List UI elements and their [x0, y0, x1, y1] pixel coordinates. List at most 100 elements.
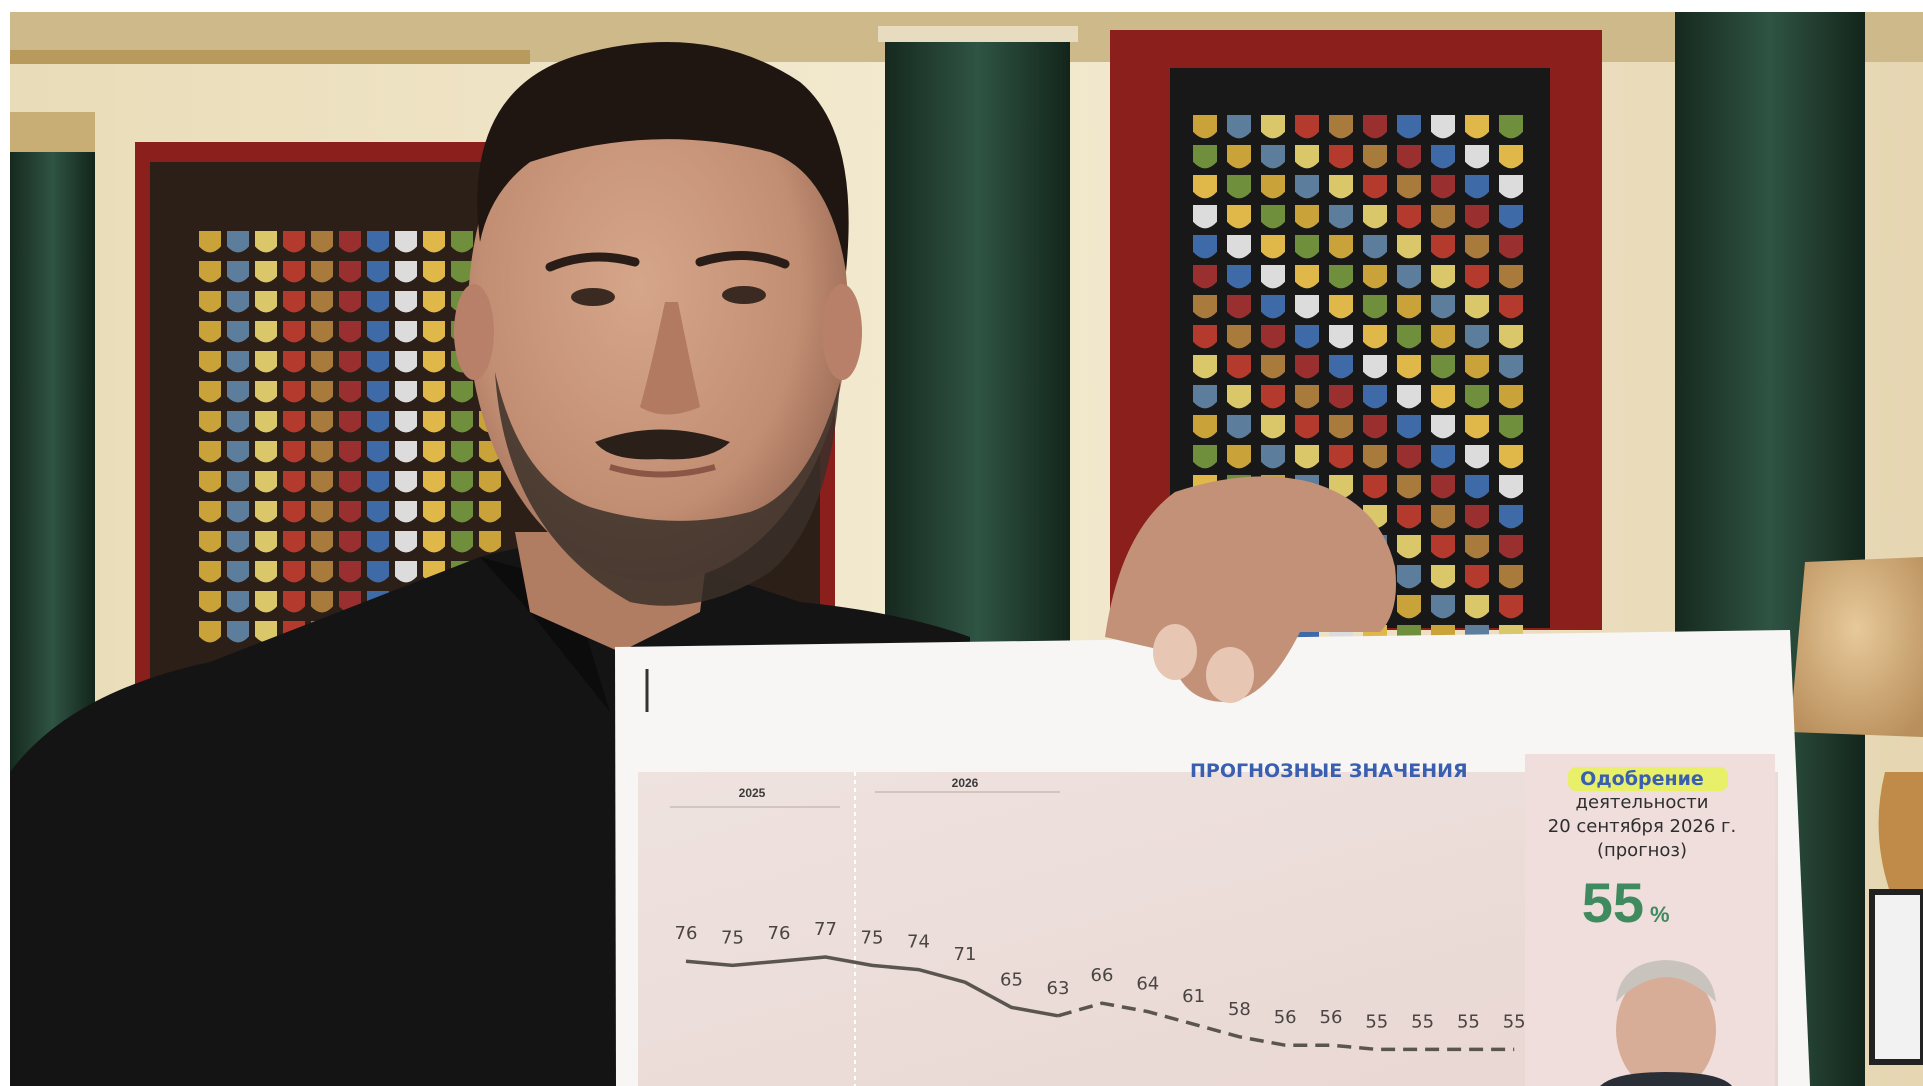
approval-unit: %	[1650, 902, 1670, 927]
patch	[367, 291, 389, 313]
patch	[423, 381, 445, 403]
patch	[1397, 265, 1421, 289]
patch	[423, 321, 445, 343]
patch	[1363, 415, 1387, 439]
patch	[255, 321, 277, 343]
patch	[199, 441, 221, 463]
patch	[1363, 325, 1387, 349]
patch	[1431, 535, 1455, 559]
patch	[1465, 595, 1489, 619]
patch	[1465, 265, 1489, 289]
patch	[199, 531, 221, 553]
patch	[423, 531, 445, 553]
patch	[283, 561, 305, 583]
center-pillar	[885, 32, 1070, 712]
patch	[1193, 355, 1217, 379]
point-label: 56	[1320, 1007, 1343, 1028]
point-label: 58	[1228, 999, 1251, 1020]
patch	[1397, 175, 1421, 199]
sheet-heading: ПРОГНОЗНЫЕ ЗНАЧЕНИЯ	[1190, 760, 1468, 782]
patch	[1499, 325, 1523, 349]
patch	[1465, 475, 1489, 499]
patch	[1295, 355, 1319, 379]
patch	[1295, 205, 1319, 229]
patch	[1465, 445, 1489, 469]
patch	[1465, 205, 1489, 229]
patch	[451, 381, 473, 403]
patch	[199, 321, 221, 343]
patch	[1431, 325, 1455, 349]
patch	[451, 261, 473, 283]
patch	[255, 291, 277, 313]
patch	[1431, 235, 1455, 259]
patch	[1363, 175, 1387, 199]
patch	[1499, 565, 1523, 589]
approval-box: Одобрение деятельности 20 сентября 2026 …	[1548, 767, 1736, 934]
point-label: 77	[814, 919, 837, 940]
patch	[227, 531, 249, 553]
patch	[1431, 175, 1455, 199]
patch	[1261, 265, 1285, 289]
patch	[423, 471, 445, 493]
photo: ПРОГНОЗНЫЕ ЗНАЧЕНИЯ 2025 2026 Одобрение …	[10, 12, 1923, 1086]
patch	[283, 471, 305, 493]
point-label: 63	[1047, 978, 1070, 999]
patch	[1431, 265, 1455, 289]
patch	[1363, 145, 1387, 169]
patch	[283, 501, 305, 523]
patch	[395, 261, 417, 283]
patch	[227, 501, 249, 523]
patch	[423, 501, 445, 523]
patch	[339, 261, 361, 283]
patch	[1193, 385, 1217, 409]
patch	[283, 231, 305, 253]
patch	[1295, 265, 1319, 289]
patch	[395, 351, 417, 373]
patch	[1261, 415, 1285, 439]
patch	[395, 231, 417, 253]
patch	[451, 531, 473, 553]
patch	[1193, 415, 1217, 439]
patch	[1363, 295, 1387, 319]
patch	[423, 261, 445, 283]
patch	[339, 291, 361, 313]
patch	[1329, 145, 1353, 169]
patch	[1499, 475, 1523, 499]
patch	[1431, 565, 1455, 589]
patch	[1295, 445, 1319, 469]
patch	[255, 591, 277, 613]
patch	[451, 501, 473, 523]
patch	[1397, 445, 1421, 469]
patch	[1499, 205, 1523, 229]
patch	[1431, 595, 1455, 619]
patch	[423, 441, 445, 463]
patch	[1363, 385, 1387, 409]
patch	[1295, 175, 1319, 199]
patch	[1465, 325, 1489, 349]
patch	[1431, 475, 1455, 499]
patch	[1499, 415, 1523, 439]
patch	[1329, 235, 1353, 259]
patch	[1329, 355, 1353, 379]
patch	[423, 351, 445, 373]
patch	[423, 411, 445, 433]
patch	[1261, 175, 1285, 199]
patch	[283, 351, 305, 373]
patch	[1499, 235, 1523, 259]
patch	[395, 291, 417, 313]
point-label: 55	[1457, 1011, 1480, 1032]
patch	[479, 471, 501, 493]
approval-line-3: 20 сентября 2026 г.	[1548, 816, 1736, 837]
patch	[1363, 265, 1387, 289]
patch	[1431, 145, 1455, 169]
patch	[1465, 385, 1489, 409]
patch	[1465, 565, 1489, 589]
patch	[1193, 205, 1217, 229]
patch	[1193, 265, 1217, 289]
patch	[1363, 475, 1387, 499]
point-label: 76	[768, 923, 791, 944]
patch	[199, 261, 221, 283]
patch	[1499, 535, 1523, 559]
patch	[1499, 115, 1523, 139]
patch	[255, 501, 277, 523]
